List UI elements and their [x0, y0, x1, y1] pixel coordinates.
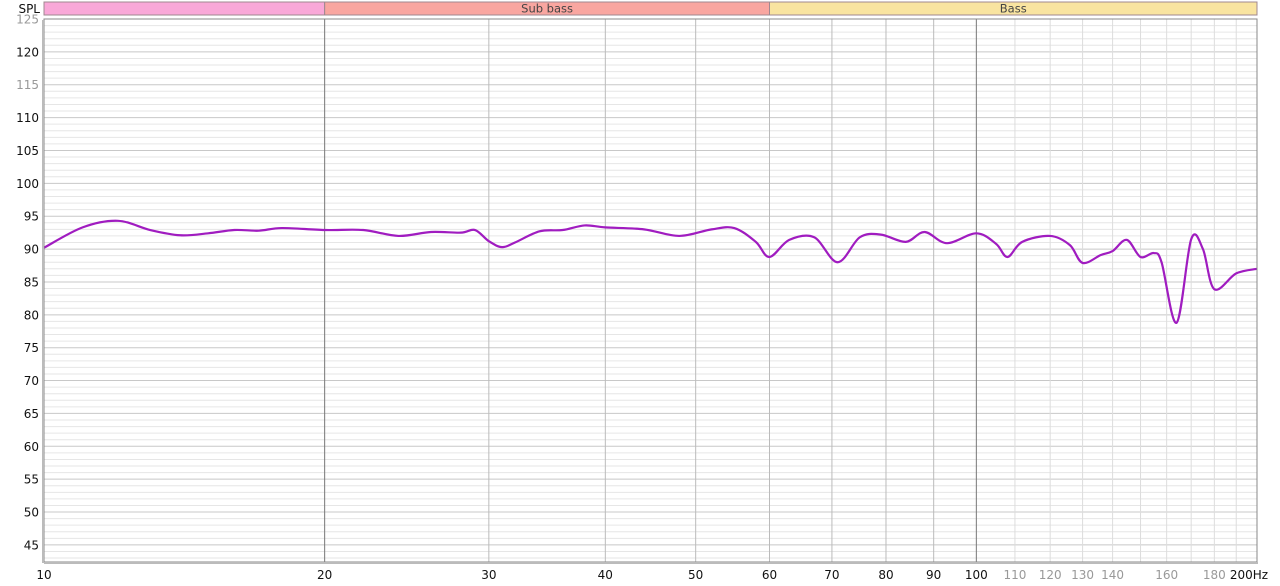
y-axis-label: SPL	[18, 2, 40, 16]
spl-curve	[43, 219, 1258, 324]
y-tick-label: 45	[24, 538, 39, 552]
x-tick-label: 180	[1203, 568, 1226, 582]
plot-background	[44, 19, 1257, 562]
y-tick-label: 60	[24, 440, 39, 454]
grid	[43, 18, 1258, 562]
x-tick-label: 90	[926, 568, 941, 582]
y-tick-label: 70	[24, 374, 39, 388]
y-tick-label: 105	[16, 144, 39, 158]
x-tick-label: 200Hz	[1230, 568, 1268, 582]
x-tick-label: 20	[317, 568, 332, 582]
x-tick-label: 110	[1003, 568, 1026, 582]
y-tick-label: 95	[24, 210, 39, 224]
y-tick-label: 115	[16, 78, 39, 92]
y-tick-label: 120	[16, 45, 39, 59]
x-tick-label: 140	[1101, 568, 1124, 582]
band-2	[769, 1, 1258, 16]
band-0	[43, 1, 326, 16]
y-tick-label: 55	[24, 473, 39, 487]
y-tick-label: 85	[24, 275, 39, 289]
y-tick-label: 65	[24, 407, 39, 421]
x-tick-label: 100	[965, 568, 988, 582]
x-tick-label: 30	[481, 568, 496, 582]
x-tick-label: 120	[1039, 568, 1062, 582]
y-tick-label: 80	[24, 308, 39, 322]
y-tick-label: 110	[16, 111, 39, 125]
y-tick-label: 50	[24, 506, 39, 520]
x-tick-label: 50	[688, 568, 703, 582]
x-tick-label: 40	[598, 568, 613, 582]
y-tick-label: 100	[16, 177, 39, 191]
x-tick-label: 10	[36, 568, 51, 582]
y-tick-label: 125	[16, 13, 39, 27]
frequency-bands: Sub bass Bass	[43, 1, 1258, 16]
y-axis-ticks: 125 120 115 110 105 100 95 90 85 80 75 70 65 60 55 50 45	[16, 13, 39, 553]
y-tick-label: 75	[24, 341, 39, 355]
x-tick-label: 60	[762, 568, 777, 582]
series-layer	[43, 219, 1258, 324]
band-label: Sub bass	[521, 2, 573, 16]
x-tick-label: 130	[1071, 568, 1094, 582]
x-tick-label: 160	[1155, 568, 1178, 582]
y-tick-label: 90	[24, 243, 39, 257]
x-tick-label: 80	[878, 568, 893, 582]
band-label: Bass	[1000, 2, 1027, 16]
x-tick-label: 70	[824, 568, 839, 582]
x-axis-ticks: 10 20 30 40 50 60 70 80 90 100 110 120 130 140 160 180 2…	[36, 568, 1268, 582]
